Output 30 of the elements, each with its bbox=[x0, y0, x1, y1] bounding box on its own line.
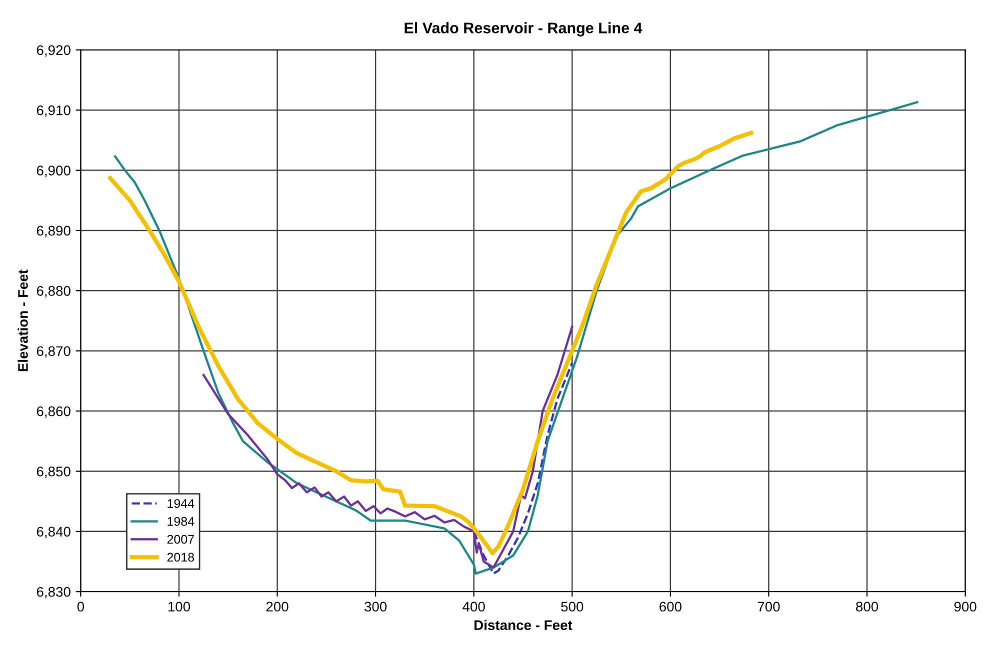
x-tick-label: 600 bbox=[660, 602, 682, 612]
y-tick-label: 6,860 bbox=[36, 406, 70, 418]
chart-title: El Vado Reservoir - Range Line 4 bbox=[404, 22, 642, 36]
x-tick-label: 300 bbox=[364, 602, 387, 612]
y-tick-label: 6,840 bbox=[36, 526, 70, 538]
y-tick-label: 6,880 bbox=[36, 286, 70, 298]
legend-label: 1944 bbox=[168, 499, 194, 508]
x-tick-label: 200 bbox=[266, 602, 288, 612]
x-tick-label: 900 bbox=[954, 602, 976, 612]
line-series bbox=[114, 101, 918, 575]
y-tick-label: 6,870 bbox=[36, 346, 70, 358]
y-tick-label: 6,900 bbox=[36, 166, 70, 178]
line-series bbox=[472, 362, 574, 575]
y-tick-label: 6,850 bbox=[36, 466, 70, 478]
x-tick-label: 400 bbox=[462, 602, 485, 612]
y-axis-title: Elevation - Feet bbox=[18, 270, 28, 372]
y-tick-label: 6,830 bbox=[36, 586, 70, 598]
y-tick-label: 6,910 bbox=[36, 105, 70, 117]
x-tick-label: 800 bbox=[856, 602, 878, 612]
y-tick-label: 6,890 bbox=[36, 226, 70, 238]
x-axis-title: Distance - Feet bbox=[474, 620, 572, 630]
legend-label: 2007 bbox=[167, 534, 194, 544]
legend-label: 2018 bbox=[167, 552, 194, 562]
x-tick-label: 0 bbox=[77, 602, 84, 612]
x-tick-label: 700 bbox=[758, 602, 780, 612]
line-series bbox=[202, 326, 574, 569]
legend-label: 1984 bbox=[168, 516, 194, 526]
y-tick-label: 6,920 bbox=[36, 45, 70, 57]
x-tick-label: 100 bbox=[168, 602, 190, 612]
x-tick-label: 500 bbox=[561, 602, 584, 612]
